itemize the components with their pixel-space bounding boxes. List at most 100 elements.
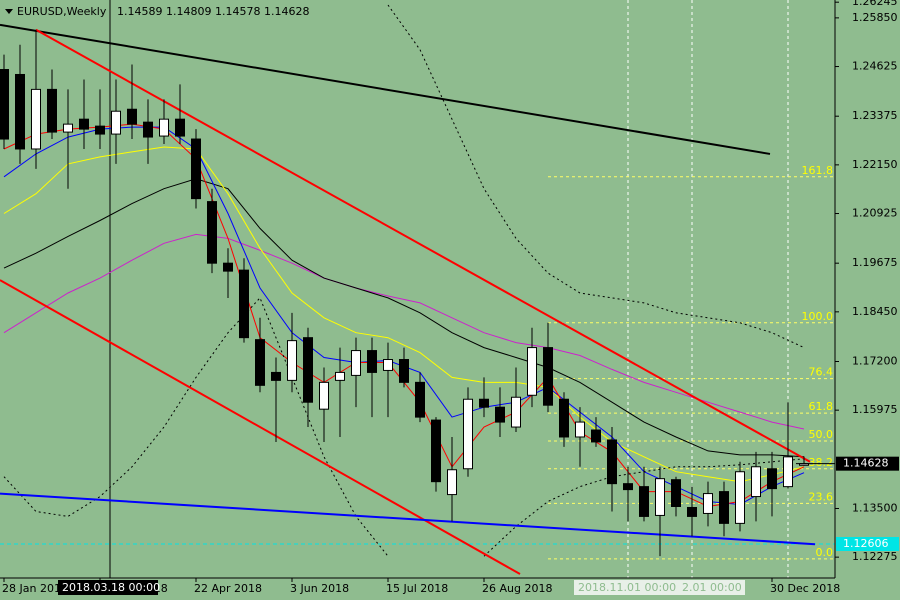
candle-body bbox=[303, 337, 313, 403]
x-tick-label: 28 Jan 2018 bbox=[2, 582, 68, 595]
header-low: 1.14578 bbox=[215, 5, 261, 18]
candle-body bbox=[79, 118, 89, 130]
price-box-label: 1.14628 bbox=[843, 457, 889, 470]
candle-body bbox=[95, 125, 105, 135]
candle-body bbox=[575, 421, 585, 438]
candle-body bbox=[623, 483, 633, 491]
candle-body bbox=[175, 118, 185, 137]
candle-body bbox=[399, 359, 409, 383]
header-high: 1.14809 bbox=[166, 5, 212, 18]
candle-body bbox=[463, 398, 473, 470]
candle-body bbox=[127, 108, 137, 125]
y-tick-label: 1.23375 bbox=[852, 109, 898, 122]
crosshair-box bbox=[58, 580, 158, 595]
candle-body bbox=[767, 468, 777, 490]
x-tick-label: 26 Aug 2018 bbox=[482, 582, 552, 595]
fibo-label: 50.0 bbox=[809, 428, 834, 441]
header-close: 1.14628 bbox=[264, 5, 310, 18]
price-box bbox=[836, 456, 899, 471]
trendline bbox=[0, 492, 816, 546]
plot-area: 0.0 23.6 38.2 50.0 61.8 76.4 100.0 161.8 bbox=[0, 0, 835, 578]
candle-body bbox=[655, 478, 665, 516]
fibo-label: 161.8 bbox=[802, 164, 834, 177]
header-open: 1.14589 bbox=[117, 5, 163, 18]
candle-body bbox=[719, 491, 729, 524]
fibo-label: 61.8 bbox=[809, 400, 834, 413]
candle-body bbox=[671, 479, 681, 507]
candle-body bbox=[591, 429, 601, 443]
fibo-label: 0.0 bbox=[816, 546, 834, 559]
candle-body bbox=[559, 398, 569, 438]
y-tick-label: 1.15975 bbox=[852, 403, 898, 416]
crosshair-label: 2.01 00:00 bbox=[682, 581, 742, 594]
x-tick-label: 22 Apr 2018 bbox=[194, 582, 262, 595]
candle-body bbox=[543, 347, 553, 406]
candle-body bbox=[703, 493, 713, 514]
candle-body bbox=[639, 486, 649, 517]
candle-body bbox=[751, 466, 761, 498]
candle-body bbox=[527, 347, 537, 396]
candle-body bbox=[607, 439, 617, 485]
crosshair-label: 2018.03.18 00:00 bbox=[62, 581, 160, 594]
fibo-label: 76.4 bbox=[809, 366, 834, 379]
candle-body bbox=[479, 398, 489, 408]
candle-body bbox=[431, 419, 441, 483]
candle-body bbox=[383, 359, 393, 371]
y-tick-label: 1.26245 bbox=[852, 0, 898, 8]
candle-body bbox=[447, 469, 457, 496]
y-tick-label: 1.17200 bbox=[852, 354, 898, 367]
symbol: EURUSD,Weekly bbox=[17, 5, 107, 18]
moving-average bbox=[3, 146, 805, 483]
y-tick-label: 1.25850 bbox=[852, 11, 898, 24]
y-tick-label: 1.19675 bbox=[852, 256, 898, 269]
crosshair-box bbox=[574, 580, 745, 595]
candle-body bbox=[63, 123, 73, 133]
candle-body bbox=[511, 396, 521, 428]
trendline bbox=[35, 28, 811, 463]
candle-body bbox=[143, 121, 153, 138]
candle-body bbox=[687, 506, 697, 517]
fibo-label: 100.0 bbox=[802, 310, 834, 323]
fibo-label: 23.6 bbox=[809, 490, 834, 503]
crosshair-label: 2018.11.01 00:00 bbox=[578, 581, 676, 594]
trendline bbox=[0, 279, 521, 575]
candle-body bbox=[287, 340, 297, 381]
candle-body bbox=[191, 138, 201, 200]
candle-body bbox=[0, 69, 9, 140]
level-box bbox=[836, 536, 899, 551]
candle-body bbox=[495, 406, 505, 423]
candle-body bbox=[15, 73, 25, 150]
candle-body bbox=[367, 350, 377, 373]
candle-body bbox=[47, 88, 57, 133]
candle-body bbox=[255, 339, 265, 386]
y-tick-label: 1.18450 bbox=[852, 305, 898, 318]
candle-body bbox=[351, 350, 361, 376]
moving-average bbox=[3, 233, 805, 430]
candle-body bbox=[239, 269, 249, 339]
y-tick-label: 1.24625 bbox=[852, 60, 898, 73]
y-tick-label: 1.13500 bbox=[852, 501, 898, 514]
candle-body bbox=[415, 381, 425, 418]
fibo-label: 38.2 bbox=[809, 456, 834, 469]
y-tick-label: 1.22150 bbox=[852, 158, 898, 171]
y-tick-label: 1.20925 bbox=[852, 207, 898, 220]
x-tick-label: 3 Jun 2018 bbox=[290, 582, 349, 595]
candle-body bbox=[783, 456, 793, 488]
candle-body bbox=[223, 262, 233, 272]
trendline bbox=[0, 23, 771, 155]
y-tick-label: 1.12275 bbox=[852, 550, 898, 563]
candle-body bbox=[319, 381, 329, 410]
x-tick-label: 30 Dec 2018 bbox=[770, 582, 840, 595]
candle-body bbox=[735, 471, 745, 524]
menu-triangle bbox=[5, 9, 13, 14]
candle-body bbox=[159, 118, 169, 137]
moving-average bbox=[3, 178, 805, 458]
candle-body bbox=[31, 88, 41, 150]
x-tick-label: 15 Jul 2018 bbox=[386, 582, 448, 595]
candle-body bbox=[207, 201, 217, 264]
candle-body bbox=[271, 371, 281, 381]
candle-body bbox=[335, 371, 345, 381]
